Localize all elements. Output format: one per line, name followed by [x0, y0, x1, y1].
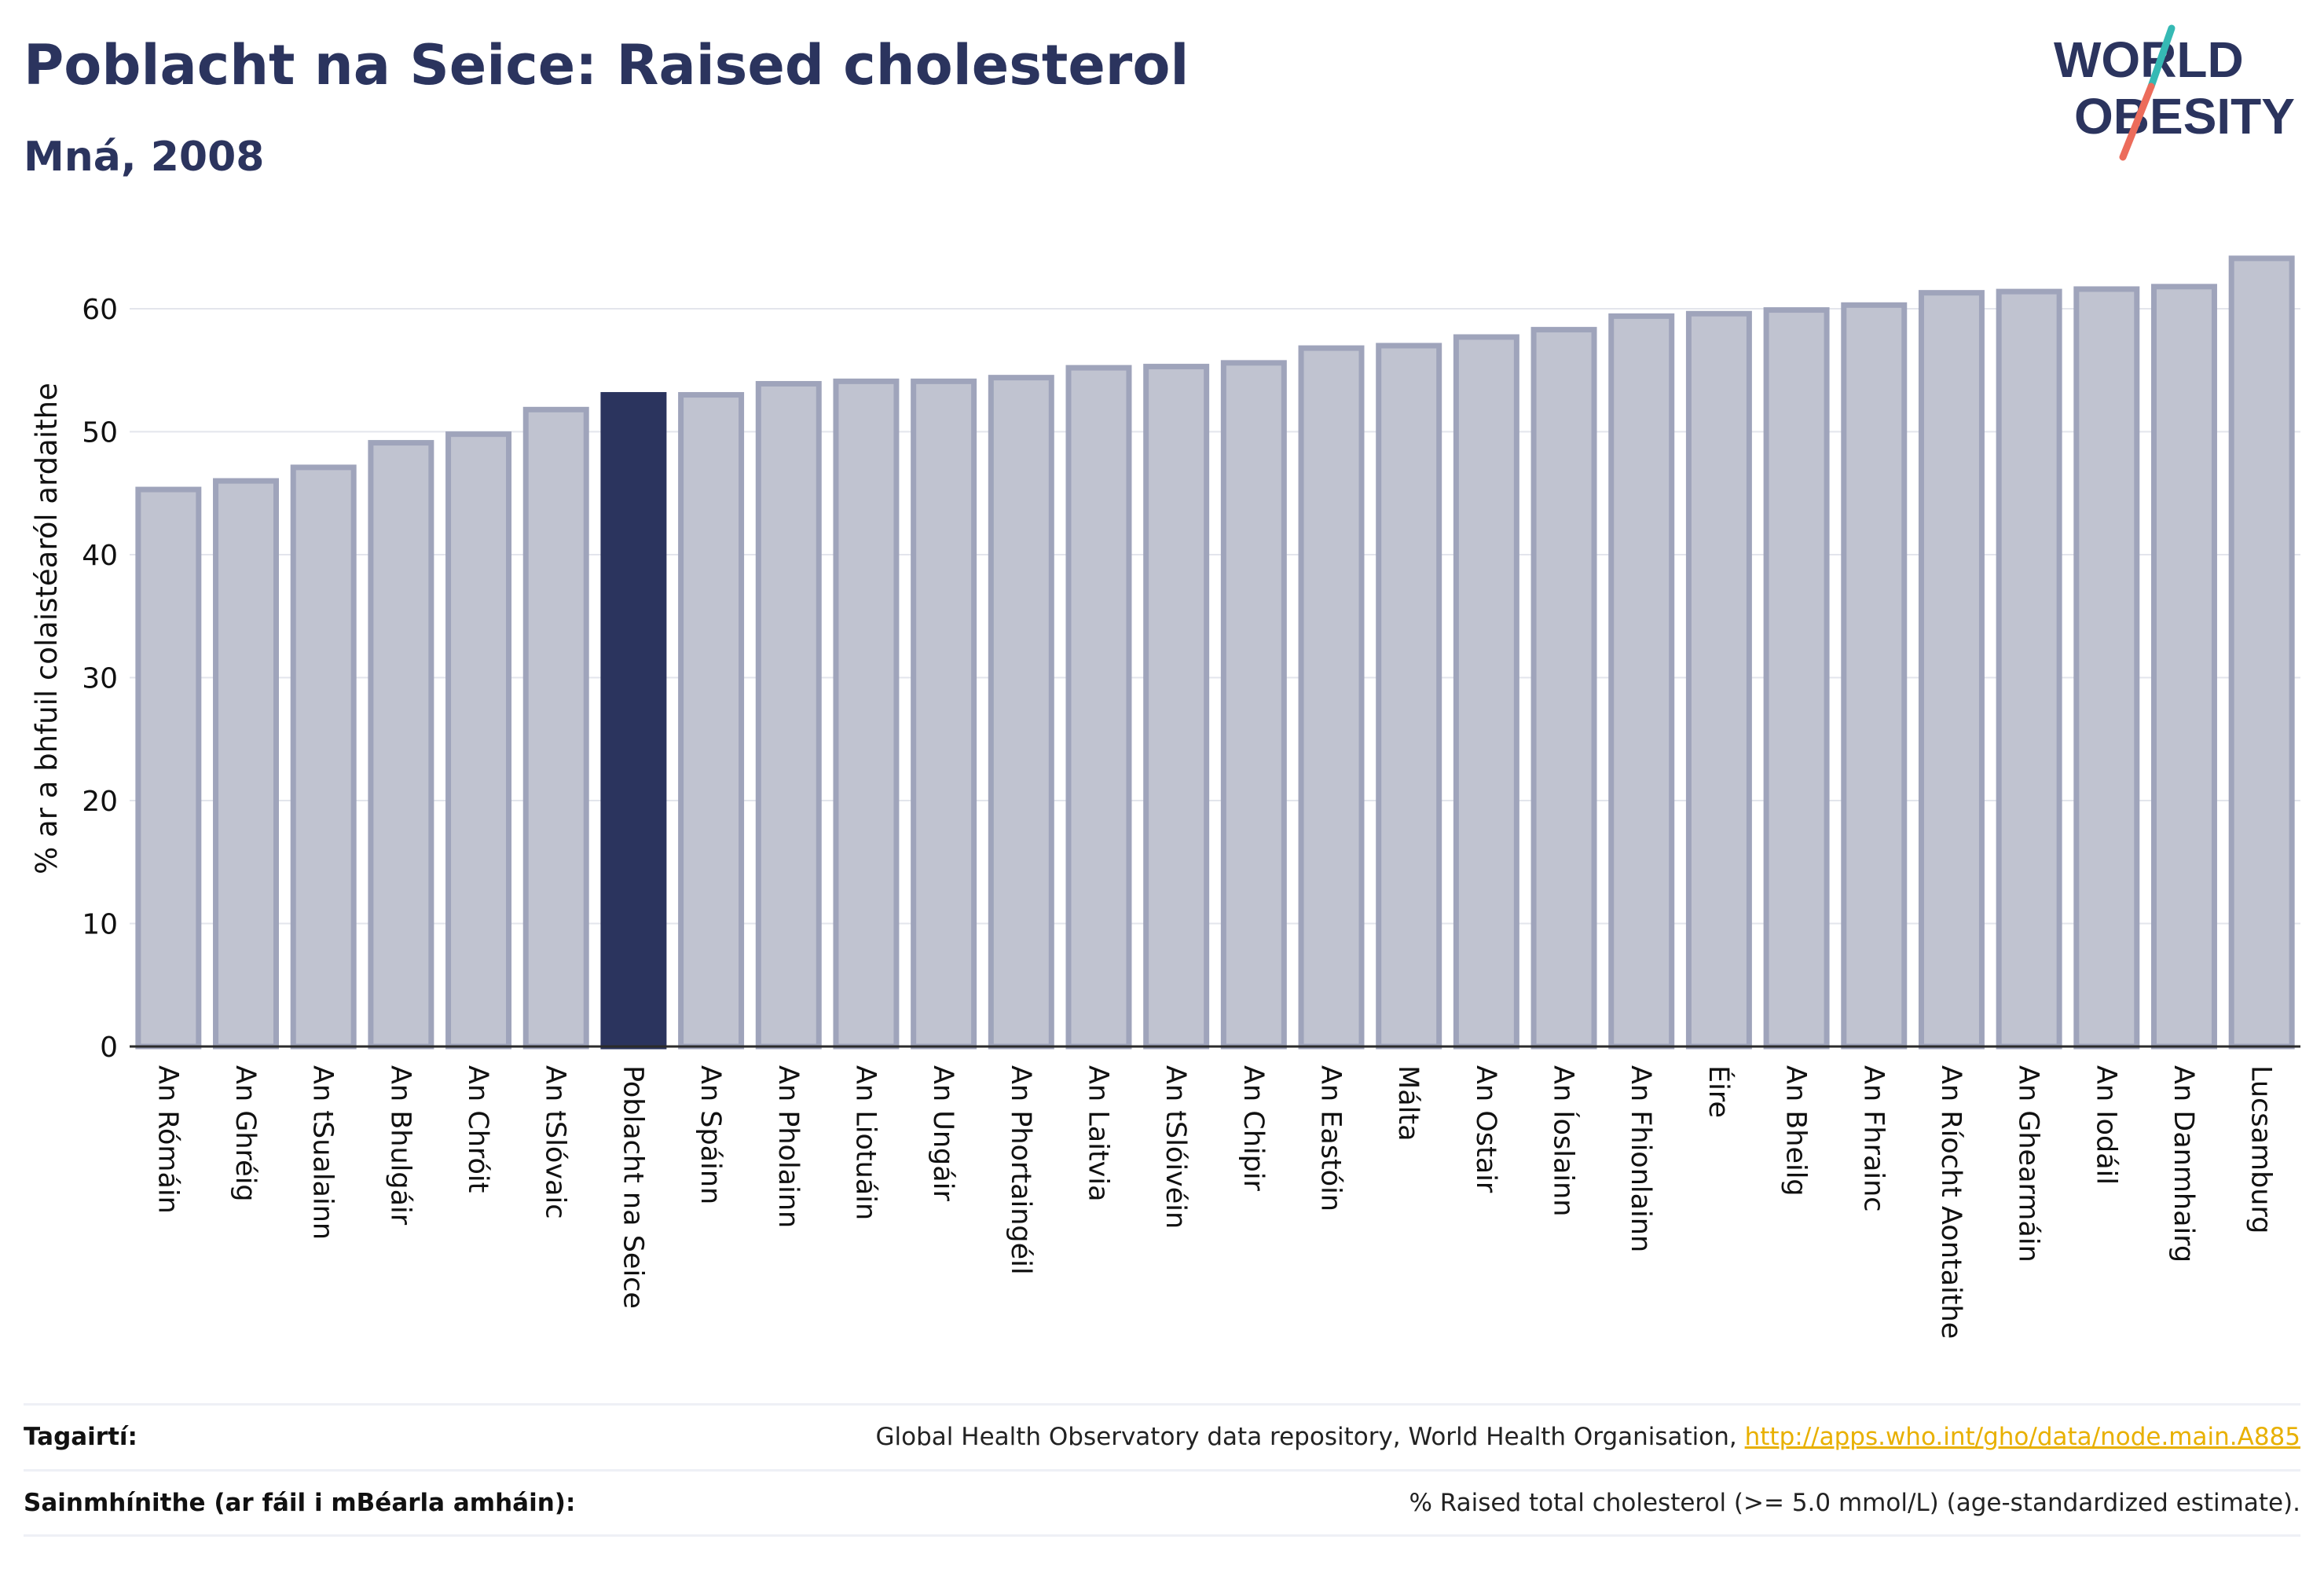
- sources-label: Tagairtí:: [24, 1423, 137, 1451]
- bar: [678, 392, 745, 1050]
- definitions-label: Sainmhínithe (ar fáil i mBéarla amháin):: [24, 1489, 576, 1517]
- x-tick-label: Poblacht na Seice: [617, 1065, 648, 1309]
- sources-value: Global Health Observatory data repositor…: [876, 1423, 2300, 1451]
- bar: [1763, 307, 1830, 1050]
- y-tick-label: 40: [82, 540, 118, 572]
- x-tick-label: An Eastóin: [1315, 1065, 1347, 1211]
- y-tick-label: 30: [82, 663, 118, 695]
- x-tick-label: An Danmhairg: [2168, 1065, 2199, 1263]
- bar: [1376, 343, 1442, 1050]
- logo-slash-teal: [2147, 24, 2176, 90]
- y-tick-label: 10: [82, 909, 118, 941]
- bar-chart: 0 10 20 30 40 50 60 An Rómáin An Ghréig An tSuala…: [30, 255, 2300, 1339]
- logo-slash-red: [2119, 82, 2155, 161]
- x-tick-label: Lucsamburg: [2245, 1065, 2277, 1233]
- page-subtitle: Mná, 2008: [24, 134, 265, 181]
- x-tick-label: An Íoslainn: [1548, 1065, 1581, 1216]
- bar: [2150, 284, 2217, 1050]
- page-title: Poblacht na Seice: Raised cholesterol: [24, 33, 1189, 97]
- logo-line1: WORLD: [2054, 31, 2244, 88]
- x-tick-label: An Ghréig: [229, 1065, 261, 1202]
- x-tick-label: An Spáinn: [695, 1065, 726, 1204]
- sources-text: Global Health Observatory data repositor…: [875, 1423, 1737, 1451]
- bar: [213, 478, 280, 1050]
- bar: [911, 378, 977, 1050]
- sources-link[interactable]: http://apps.who.int/gho/data/node.main.A…: [1744, 1423, 2300, 1451]
- bar: [833, 378, 900, 1050]
- x-tick-label: An Laitvia: [1082, 1065, 1113, 1202]
- x-tick-label: An Chipir: [1237, 1065, 1269, 1192]
- bars: [135, 255, 2295, 1050]
- world-obesity-logo: WORLD OBESITY: [2054, 24, 2295, 161]
- bar: [1453, 334, 1519, 1050]
- bar: [1918, 290, 1985, 1050]
- bar: [1530, 327, 1597, 1050]
- x-tick-label: An Fhrainc: [1857, 1065, 1889, 1212]
- bar: [1298, 345, 1365, 1050]
- bar: [522, 406, 589, 1050]
- definitions-text: % Raised total cholesterol (>= 5.0 mmol/…: [1409, 1489, 2300, 1517]
- x-tick-label: An Rómáin: [152, 1065, 183, 1214]
- x-tick-label: An Iodáil: [2090, 1065, 2121, 1185]
- x-tick-label: An tSlóivéin: [1160, 1065, 1191, 1229]
- y-tick-label: 0: [100, 1032, 118, 1064]
- x-tick-label: An Bhulgáir: [384, 1065, 416, 1226]
- bar: [1685, 310, 1752, 1050]
- bar: [2228, 255, 2295, 1050]
- x-tick-label: An Pholainn: [772, 1065, 804, 1228]
- bar: [445, 431, 512, 1050]
- bar: [368, 440, 434, 1050]
- x-tick-label: Málta: [1392, 1065, 1424, 1142]
- bar: [1220, 360, 1287, 1050]
- x-tick-label: An Phortaingéil: [1005, 1065, 1036, 1275]
- logo-line2: OBESITY: [2074, 88, 2295, 145]
- x-tick-label: An Ghearmáin: [2013, 1065, 2044, 1263]
- sources-row: Tagairtí: Global Health Observatory data…: [24, 1403, 2300, 1468]
- bar: [755, 380, 822, 1050]
- bar: [988, 375, 1054, 1050]
- x-tick-label: An Ríocht Aontaithe: [1935, 1065, 1967, 1339]
- y-tick-label: 60: [82, 294, 118, 326]
- x-tick-label: An Ungáir: [927, 1065, 959, 1201]
- definitions-row: Sainmhínithe (ar fáil i mBéarla amháin):…: [24, 1469, 2300, 1537]
- bar: [1143, 364, 1210, 1050]
- bar: [1841, 302, 1908, 1050]
- x-tick-label: An Ostair: [1470, 1065, 1501, 1193]
- x-tick-label: An Bheilg: [1780, 1065, 1812, 1197]
- bar: [2073, 286, 2140, 1050]
- bar: [1065, 365, 1132, 1050]
- bar: [1996, 288, 2062, 1050]
- bar: [290, 464, 357, 1050]
- x-tick-label: An tSualainn: [307, 1065, 339, 1240]
- bar: [135, 486, 202, 1050]
- bar: [600, 392, 667, 1050]
- y-axis-label: % ar a bhfuil colaistéaról ardaithe: [30, 383, 64, 874]
- y-tick-label: 20: [82, 786, 118, 818]
- x-tick-label: Éire: [1703, 1065, 1736, 1118]
- x-tick-label: An Fhionlainn: [1625, 1065, 1656, 1252]
- axes: 0 10 20 30 40 50 60 An Rómáin An Ghréig An tSuala…: [82, 294, 2300, 1339]
- bar: [1608, 313, 1675, 1050]
- x-tick-label: An Liotuáin: [849, 1065, 881, 1220]
- x-tick-label: An Chróit: [462, 1065, 493, 1193]
- x-tick-label: An tSlóvaic: [540, 1065, 571, 1219]
- y-tick-label: 50: [82, 417, 118, 449]
